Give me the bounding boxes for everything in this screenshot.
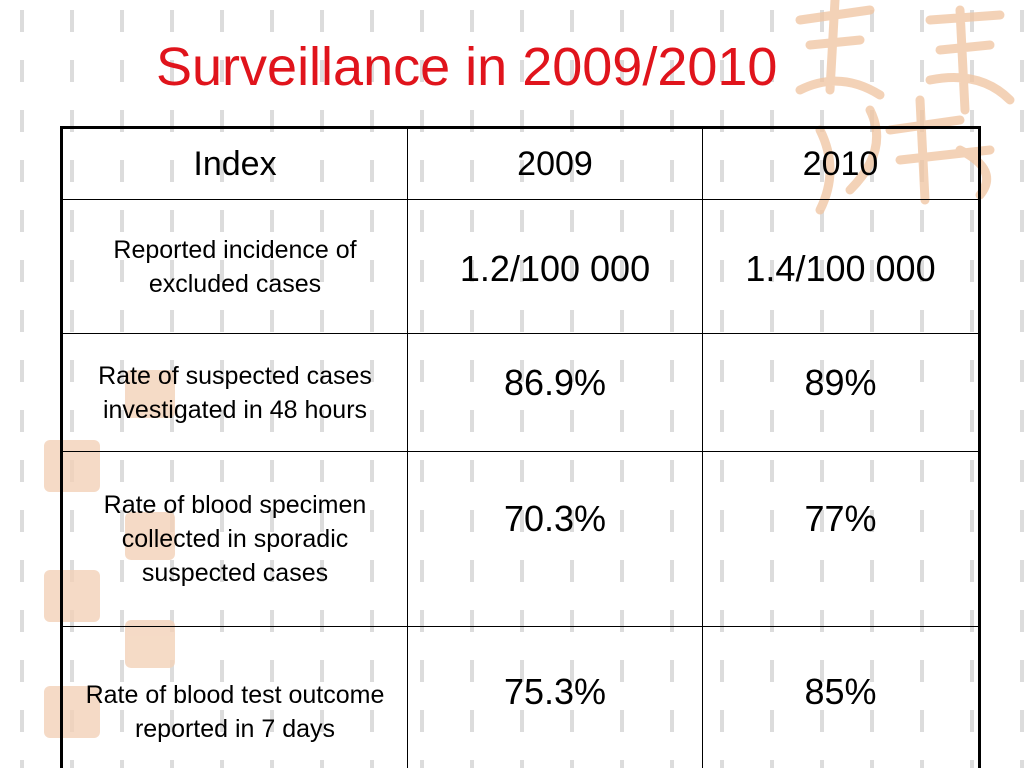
value-2010: 1.4/100 000 <box>702 199 980 334</box>
surveillance-table: Index 2009 2010 Reported incidence of ex… <box>60 126 981 768</box>
value-2010: 89% <box>702 333 980 452</box>
table-row: Rate of blood test outcome reported in 7… <box>61 626 980 768</box>
table-header-row: Index 2009 2010 <box>61 127 980 200</box>
row-label: Rate of blood test outcome reported in 7… <box>61 626 408 768</box>
slide-title: Surveillance in 2009/2010 <box>156 37 778 97</box>
row-label: Rate of blood specimen collected in spor… <box>61 451 408 627</box>
table-row: Rate of suspected cases investigated in … <box>61 333 980 452</box>
header-index: Index <box>61 127 408 200</box>
value-2009: 70.3% <box>407 451 703 627</box>
row-label: Reported incidence of excluded cases <box>61 199 408 334</box>
table-row: Rate of blood specimen collected in spor… <box>61 451 980 627</box>
value-2009: 86.9% <box>407 333 703 452</box>
row-label: Rate of suspected cases investigated in … <box>61 333 408 452</box>
value-2009: 75.3% <box>407 626 703 768</box>
header-2010: 2010 <box>702 127 980 200</box>
header-2009: 2009 <box>407 127 703 200</box>
value-2010: 77% <box>702 451 980 627</box>
value-2009: 1.2/100 000 <box>407 199 703 334</box>
table-row: Reported incidence of excluded cases 1.2… <box>61 199 980 334</box>
value-2010: 85% <box>702 626 980 768</box>
